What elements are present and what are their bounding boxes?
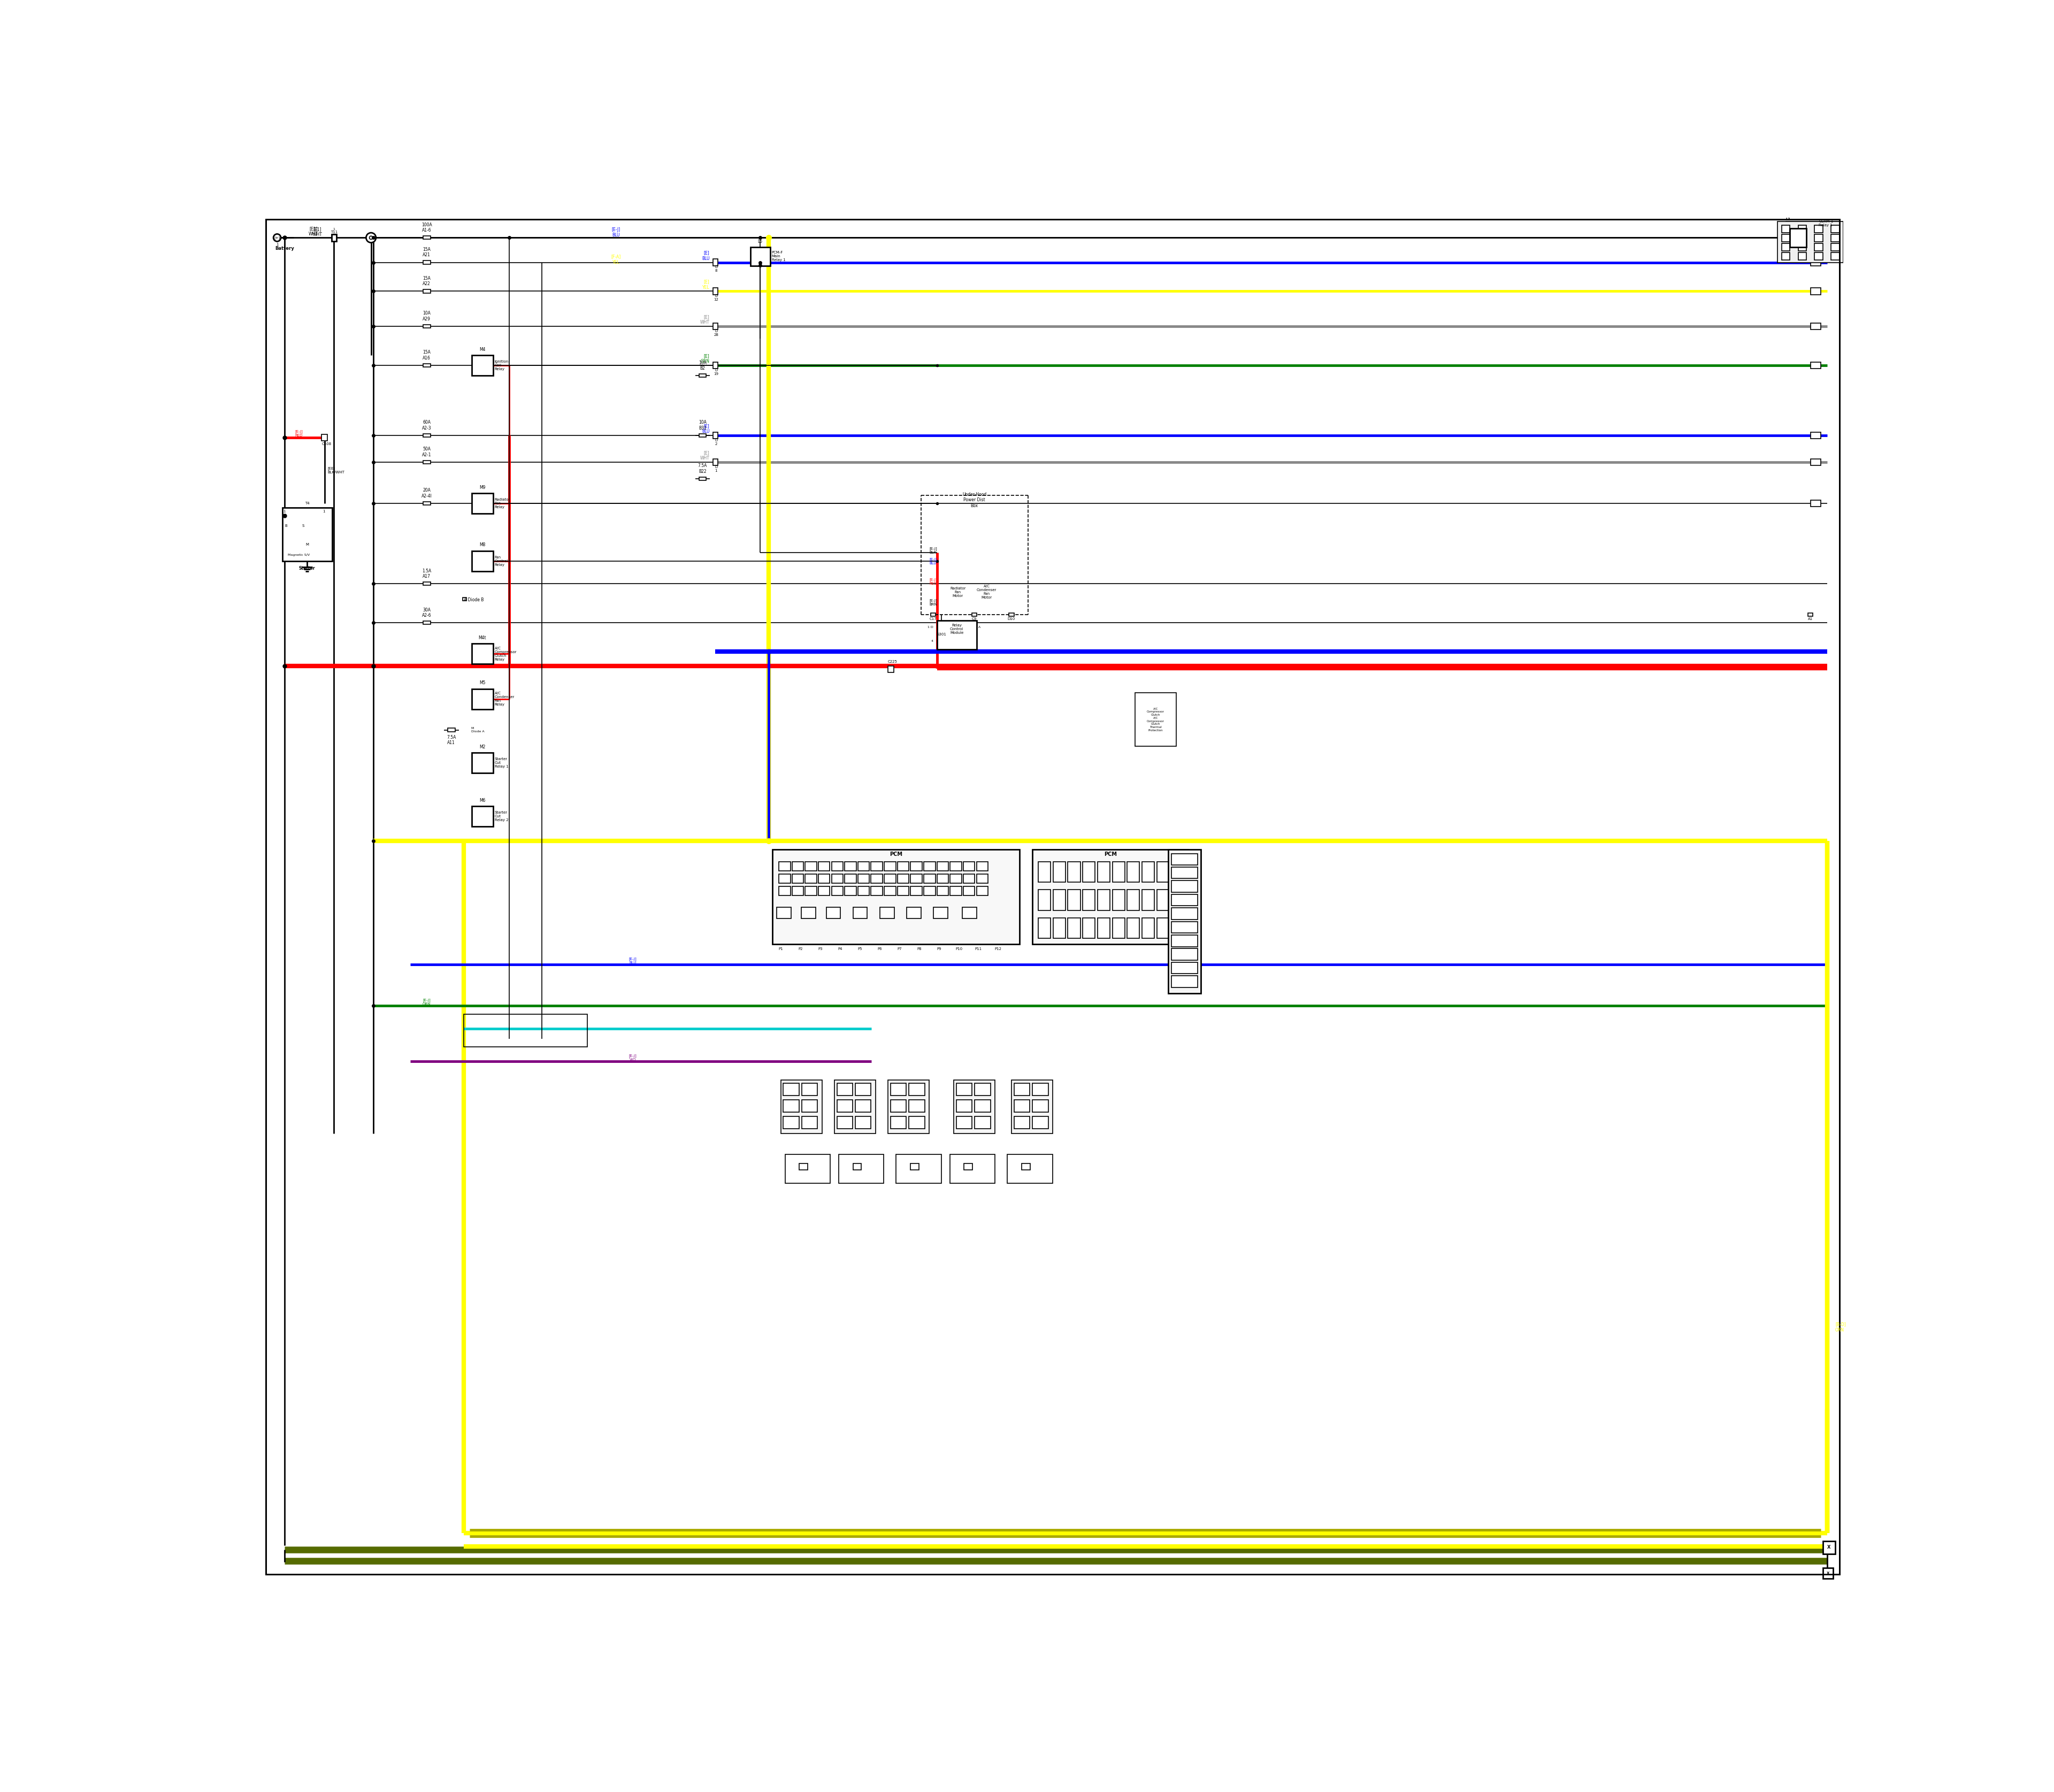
Bar [1810,459,1820,466]
Bar [462,597,466,600]
Bar [785,1154,830,1183]
Text: 1 D: 1 D [928,625,933,629]
Bar [479,504,485,507]
Text: 30A
A2-6: 30A A2-6 [421,607,431,618]
Text: [E-J]
BLU: [E-J] BLU [612,228,620,238]
Text: P4: P4 [838,948,842,950]
Bar [1037,862,1050,882]
Text: L5: L5 [758,238,762,244]
Bar [472,550,493,572]
Bar [910,1100,924,1113]
Bar [1781,226,1789,233]
Text: M
Diode A: M Diode A [470,728,485,733]
Bar [859,874,869,883]
Bar [1830,235,1838,242]
Text: PCM-F
Main
Relay 1: PCM-F Main Relay 1 [772,251,785,262]
Text: Fan
Control
Relay: Fan Control Relay [495,556,507,566]
Text: Under-Hood
Power Dist
Box: Under-Hood Power Dist Box [963,493,986,509]
Text: Radiator
Fan
Motor: Radiator Fan Motor [951,586,965,597]
Bar [423,290,431,292]
Bar [898,862,910,871]
Bar [1128,862,1140,882]
Bar [1830,253,1838,260]
Bar [801,1116,817,1129]
Bar [1156,918,1169,939]
Bar [817,874,830,883]
Bar [1171,867,1197,878]
Bar [961,907,976,919]
Bar [844,887,857,896]
Bar [910,874,922,883]
Text: [E-J]
RED: [E-J] RED [928,579,937,586]
Bar [1082,862,1095,882]
Bar [781,1081,822,1134]
Bar [423,324,431,328]
Text: P7: P7 [898,948,902,950]
Bar [331,235,337,240]
Bar [1142,862,1154,882]
Bar [783,1100,799,1113]
Text: [E]
YEL: [E] YEL [702,280,709,290]
Bar [1054,862,1066,882]
Bar [322,434,327,441]
Text: [F-A]
YEL: [F-A] YEL [612,254,620,265]
Bar [1830,244,1838,251]
Bar [1009,613,1015,616]
Text: 10A
B31: 10A B31 [698,419,707,430]
Text: M6: M6 [479,797,485,803]
Bar [859,887,869,896]
Bar [1808,613,1814,616]
Text: G301: G301 [937,633,947,636]
Bar [976,874,988,883]
Bar [1171,889,1183,910]
Text: M2: M2 [479,744,485,749]
Bar [1068,889,1080,910]
Bar [1113,918,1126,939]
Text: A1: A1 [1808,616,1814,620]
Bar [1797,226,1805,233]
Text: S: S [302,525,304,527]
Bar [889,1116,906,1129]
Bar [1810,235,1820,240]
Bar [976,1084,990,1095]
Bar [1097,889,1109,910]
Bar [1797,253,1805,260]
Text: [E-J]
BLU: [E-J] BLU [629,957,637,964]
Bar [871,874,883,883]
Text: [E]
GRN: [E] GRN [700,353,709,364]
Bar [1171,894,1197,905]
Circle shape [273,235,281,242]
Text: D
1: D 1 [715,466,717,473]
Bar [805,874,817,883]
Bar [826,907,840,919]
Bar [423,461,431,464]
Text: [E]
WHT: [E] WHT [700,314,709,324]
Text: M4t: M4t [479,636,487,640]
Text: Radiator
Fan
Relay: Radiator Fan Relay [495,498,509,509]
Text: P8: P8 [916,948,922,950]
Bar [933,907,947,919]
Text: L1: L1 [1785,217,1791,220]
Bar [832,887,842,896]
Bar [963,887,976,896]
Bar [1128,889,1140,910]
Text: D10: D10 [1009,616,1015,620]
Bar [1810,500,1820,507]
Text: [E1]
WHT: [E1] WHT [308,226,318,237]
Text: X: X [1828,1545,1830,1550]
Bar [1171,862,1183,882]
Bar [423,262,431,263]
Bar [472,355,493,376]
Bar [778,887,791,896]
Bar [799,1163,807,1170]
Bar [887,667,893,672]
Bar [1171,853,1197,866]
Circle shape [370,237,372,240]
Bar [1142,918,1154,939]
Bar [910,887,922,896]
Bar [852,907,867,919]
Bar [957,1100,972,1113]
Text: [E-J]
VIO: [E-J] VIO [629,1054,637,1061]
Bar [1785,220,1838,254]
Bar [898,887,910,896]
